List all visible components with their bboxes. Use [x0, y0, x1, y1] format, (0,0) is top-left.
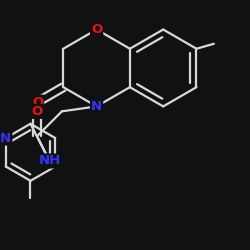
- Text: O: O: [91, 23, 102, 36]
- Text: N: N: [0, 132, 11, 144]
- Text: O: O: [32, 105, 43, 118]
- Text: O: O: [32, 96, 43, 108]
- Text: N: N: [91, 100, 102, 113]
- Text: NH: NH: [38, 154, 60, 168]
